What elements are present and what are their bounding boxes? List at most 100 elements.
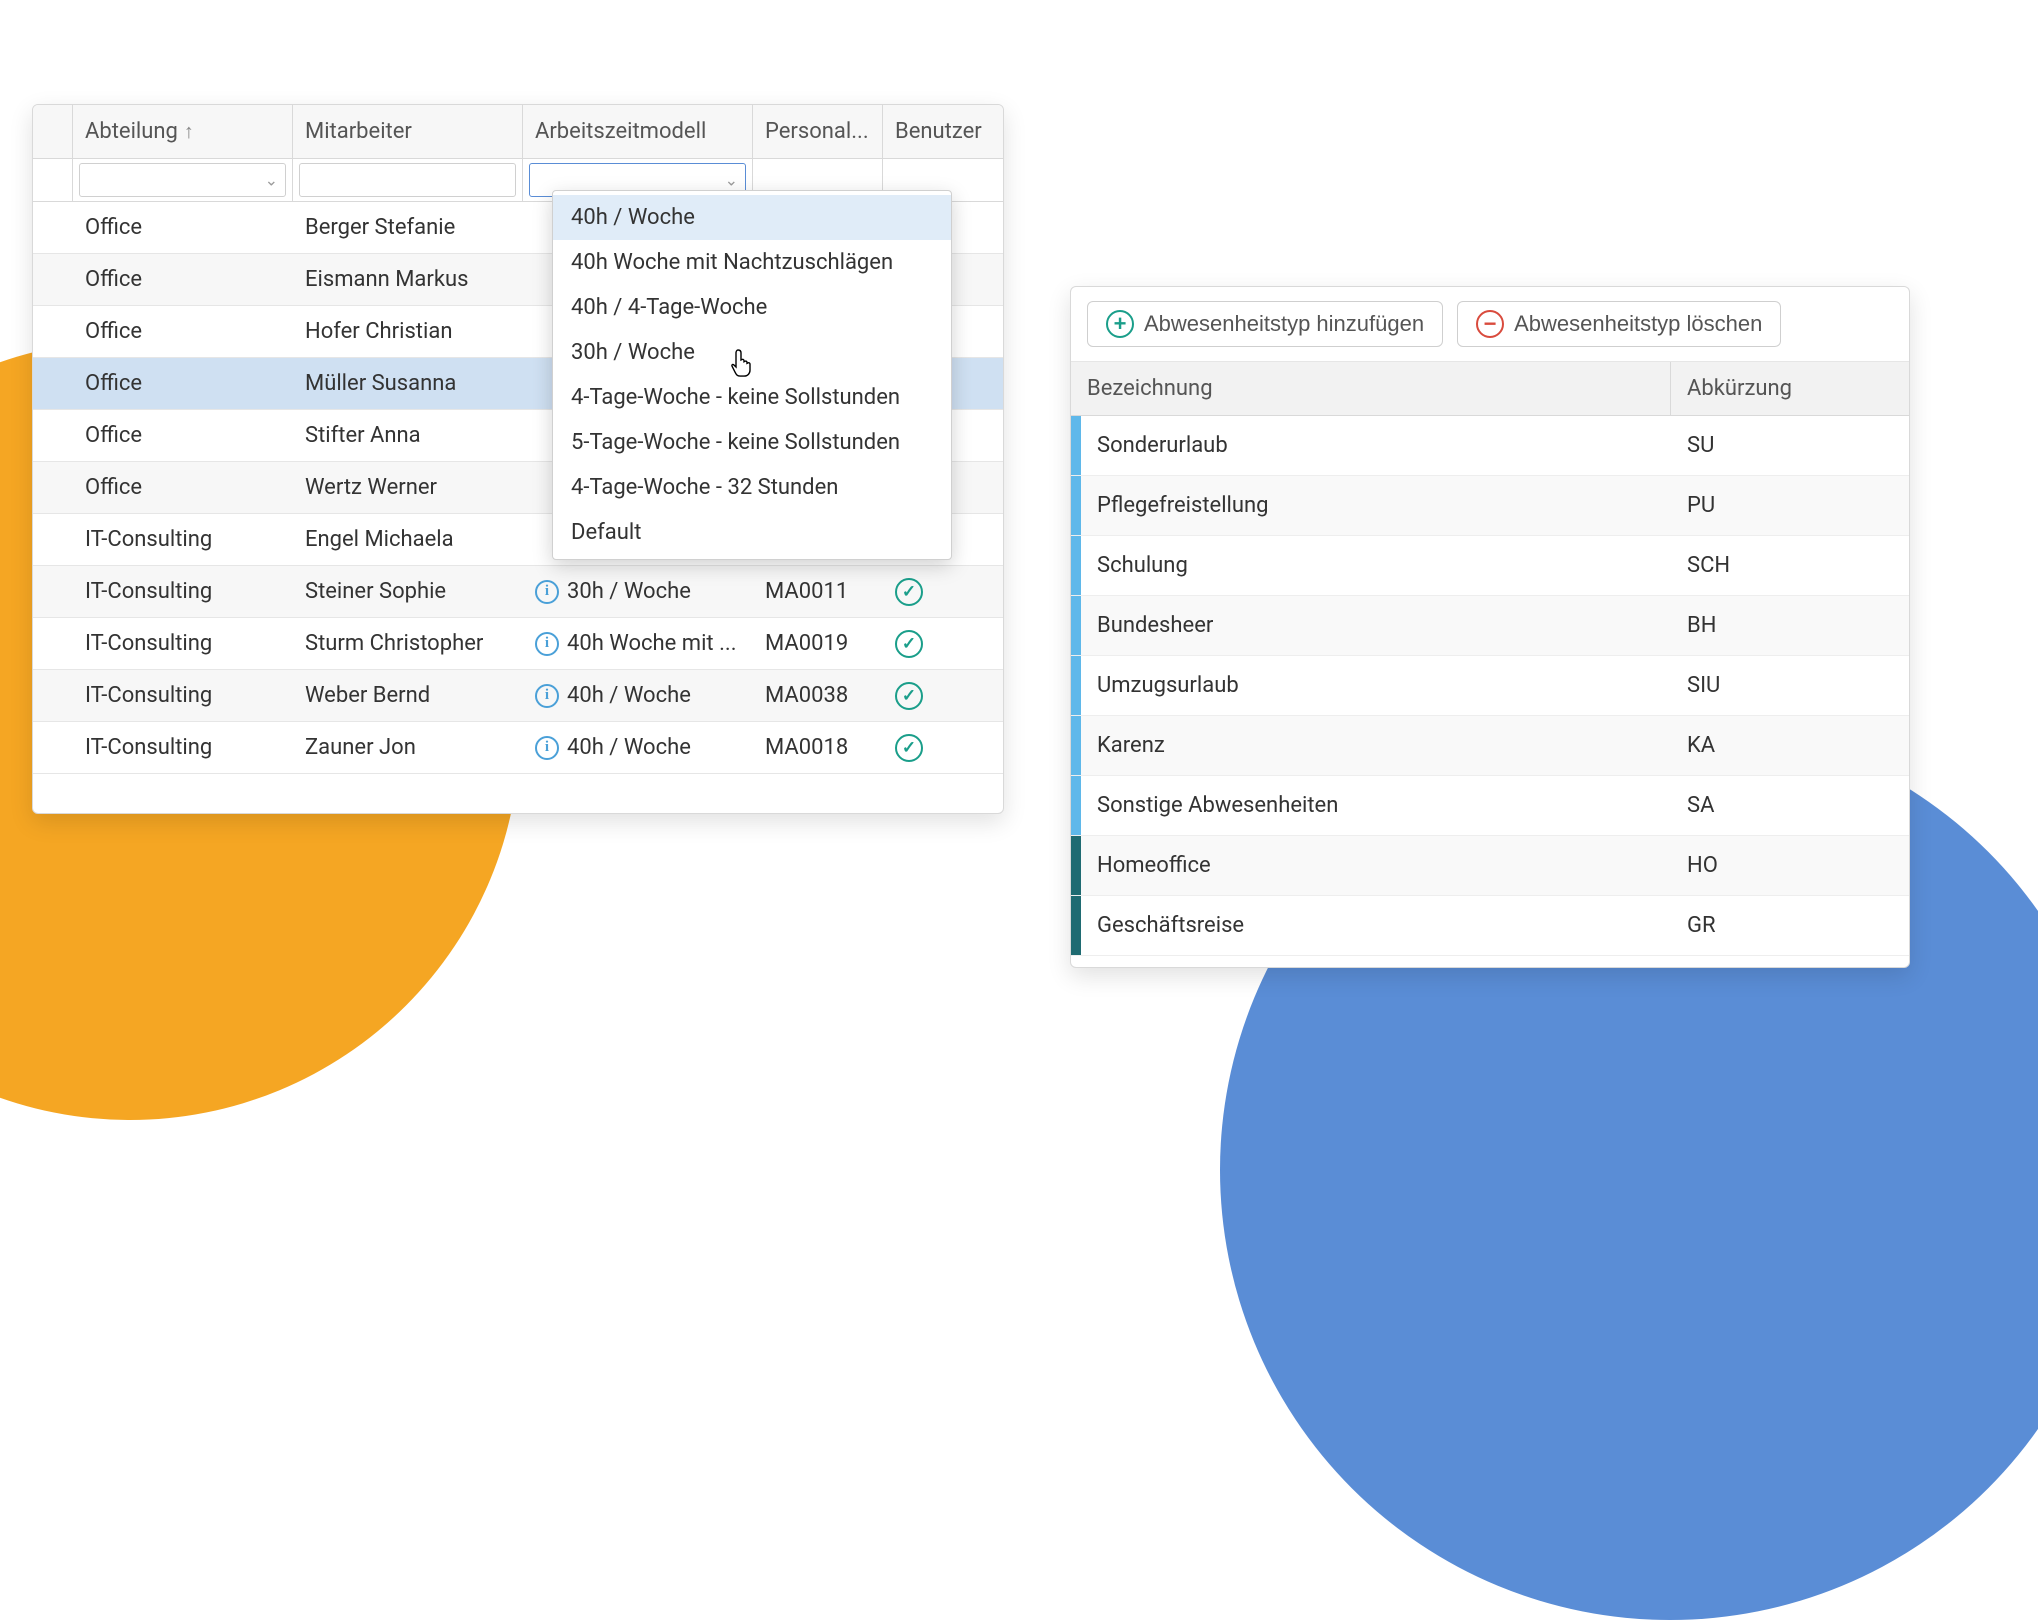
absence-grid-body: SonderurlaubSUPflegefreistellungPUSchulu… [1071, 416, 1909, 956]
cell-personal: MA0019 [753, 631, 883, 656]
absence-row[interactable]: Sonstige AbwesenheitenSA [1071, 776, 1909, 836]
grid-header-benutzer-label: Benutzer [895, 119, 982, 144]
grid-header-handle [33, 105, 73, 158]
cell-abteilung: IT-Consulting [73, 527, 293, 552]
grid-header-benutzer[interactable]: Benutzer [883, 105, 993, 158]
check-icon [895, 734, 923, 762]
cell-personal: MA0011 [753, 579, 883, 604]
cell-mitarbeiter: Sturm Christopher [293, 631, 523, 656]
absence-color-stripe [1071, 836, 1081, 895]
dropdown-item[interactable]: 4-Tage-Woche - keine Sollstunden [553, 375, 951, 420]
grid-header-personal[interactable]: Personal... [753, 105, 883, 158]
absence-header-name[interactable]: Bezeichnung [1071, 362, 1671, 415]
absence-row[interactable]: HomeofficeHO [1071, 836, 1909, 896]
absence-row[interactable]: BundesheerBH [1071, 596, 1909, 656]
plus-icon: + [1106, 310, 1134, 338]
cell-mitarbeiter: Hofer Christian [293, 319, 523, 344]
table-row[interactable]: IT-ConsultingWeber Bernd i 40h / Woche MA00… [33, 670, 1003, 722]
grid-header-mitarbeiter[interactable]: Mitarbeiter [293, 105, 523, 158]
info-icon[interactable]: i [535, 684, 559, 708]
cell-mitarbeiter: Stifter Anna [293, 423, 523, 448]
grid-header-personal-label: Personal... [765, 119, 869, 144]
dropdown-item[interactable]: 4-Tage-Woche - 32 Stunden [553, 465, 951, 510]
cell-abteilung: IT-Consulting [73, 579, 293, 604]
sort-asc-icon: ↑ [184, 119, 194, 144]
absence-name: Pflegefreistellung [1081, 476, 1671, 535]
cell-abteilung: Office [73, 215, 293, 240]
dropdown-item[interactable]: 40h Woche mit Nachtzuschlägen [553, 240, 951, 285]
cell-abteilung: Office [73, 267, 293, 292]
grid-header-mitarbeiter-label: Mitarbeiter [305, 119, 412, 144]
dropdown-item[interactable]: 40h / 4-Tage-Woche [553, 285, 951, 330]
absence-row[interactable]: SonderurlaubSU [1071, 416, 1909, 476]
delete-absence-type-button[interactable]: − Abwesenheitstyp löschen [1457, 301, 1781, 347]
absence-toolbar: + Abwesenheitstyp hinzufügen − Abwesenhe… [1071, 287, 1909, 362]
dropdown-item[interactable]: Default [553, 510, 951, 555]
add-absence-type-label: Abwesenheitstyp hinzufügen [1144, 311, 1424, 337]
cell-mitarbeiter: Eismann Markus [293, 267, 523, 292]
absence-grid-header: Bezeichnung Abkürzung [1071, 362, 1909, 416]
minus-icon: − [1476, 310, 1504, 338]
absence-abbr: HO [1671, 836, 1909, 895]
cell-benutzer [883, 734, 993, 762]
grid-header: Abteilung ↑ Mitarbeiter Arbeitszeitmodel… [33, 105, 1003, 159]
cell-abteilung: IT-Consulting [73, 683, 293, 708]
absence-color-stripe [1071, 896, 1081, 955]
add-absence-type-button[interactable]: + Abwesenheitstyp hinzufügen [1087, 301, 1443, 347]
cell-mitarbeiter: Müller Susanna [293, 371, 523, 396]
absence-name: Umzugsurlaub [1081, 656, 1671, 715]
absence-abbr: PU [1671, 476, 1909, 535]
absence-row[interactable]: UmzugsurlaubSIU [1071, 656, 1909, 716]
absence-color-stripe [1071, 716, 1081, 775]
cell-mitarbeiter: Wertz Werner [293, 475, 523, 500]
info-icon[interactable]: i [535, 580, 559, 604]
cell-mitarbeiter: Weber Bernd [293, 683, 523, 708]
dropdown-item[interactable]: 5-Tage-Woche - keine Sollstunden [553, 420, 951, 465]
arbeitszeitmodell-dropdown[interactable]: 40h / Woche40h Woche mit Nachtzuschlägen… [552, 190, 952, 560]
absence-row[interactable]: GeschäftsreiseGR [1071, 896, 1909, 956]
grid-header-arbeitszeitmodell[interactable]: Arbeitszeitmodell [523, 105, 753, 158]
cell-benutzer [883, 682, 993, 710]
table-row[interactable]: IT-ConsultingZauner Joni40h / WocheMA001… [33, 722, 1003, 774]
absence-color-stripe [1071, 536, 1081, 595]
absence-abbr: GR [1671, 896, 1909, 955]
dropdown-item[interactable]: 40h / Woche [553, 195, 951, 240]
absence-abbr: SA [1671, 776, 1909, 835]
absence-name: Geschäftsreise [1081, 896, 1671, 955]
absence-type-panel: + Abwesenheitstyp hinzufügen − Abwesenhe… [1070, 286, 1910, 968]
absence-row[interactable]: PflegefreistellungPU [1071, 476, 1909, 536]
absence-header-abbr-label: Abkürzung [1687, 376, 1792, 401]
absence-header-abbr[interactable]: Abkürzung [1671, 362, 1909, 415]
cell-mitarbeiter: Engel Michaela [293, 527, 523, 552]
cell-arbeitszeitmodell: i 30h / Woche [523, 579, 753, 604]
cell-abteilung: IT-Consulting [73, 631, 293, 656]
absence-color-stripe [1071, 596, 1081, 655]
cell-personal: MA0038 [753, 683, 883, 708]
cell-model-text: 40h / Woche [567, 683, 691, 708]
cell-personal: MA0018 [753, 735, 883, 760]
cell-benutzer [883, 630, 993, 658]
filter-mitarbeiter-cell [293, 159, 523, 201]
absence-name: Karenz [1081, 716, 1671, 775]
cell-abteilung: Office [73, 475, 293, 500]
cell-arbeitszeitmodell: i 40h / Woche [523, 683, 753, 708]
absence-name: Bundesheer [1081, 596, 1671, 655]
cell-mitarbeiter: Berger Stefanie [293, 215, 523, 240]
cell-benutzer [883, 578, 993, 606]
absence-row[interactable]: KarenzKA [1071, 716, 1909, 776]
grid-header-abteilung[interactable]: Abteilung ↑ [73, 105, 293, 158]
dropdown-item[interactable]: 30h / Woche [553, 330, 951, 375]
table-row[interactable]: IT-ConsultingSteiner Sophiei30h / WocheM… [33, 566, 1003, 618]
filter-mitarbeiter-input[interactable] [299, 163, 516, 197]
filter-handle [33, 159, 73, 201]
cell-abteilung: Office [73, 371, 293, 396]
info-icon[interactable]: i [535, 736, 559, 760]
check-icon [895, 630, 923, 658]
filter-abteilung-input[interactable] [79, 163, 286, 197]
cell-abteilung: Office [73, 319, 293, 344]
cell-model-text: 30h / Woche [567, 579, 691, 604]
table-row[interactable]: IT-ConsultingSturm Christopheri40h Woche… [33, 618, 1003, 670]
cell-mitarbeiter: Zauner Jon [293, 735, 523, 760]
info-icon[interactable]: i [535, 632, 559, 656]
absence-row[interactable]: SchulungSCH [1071, 536, 1909, 596]
